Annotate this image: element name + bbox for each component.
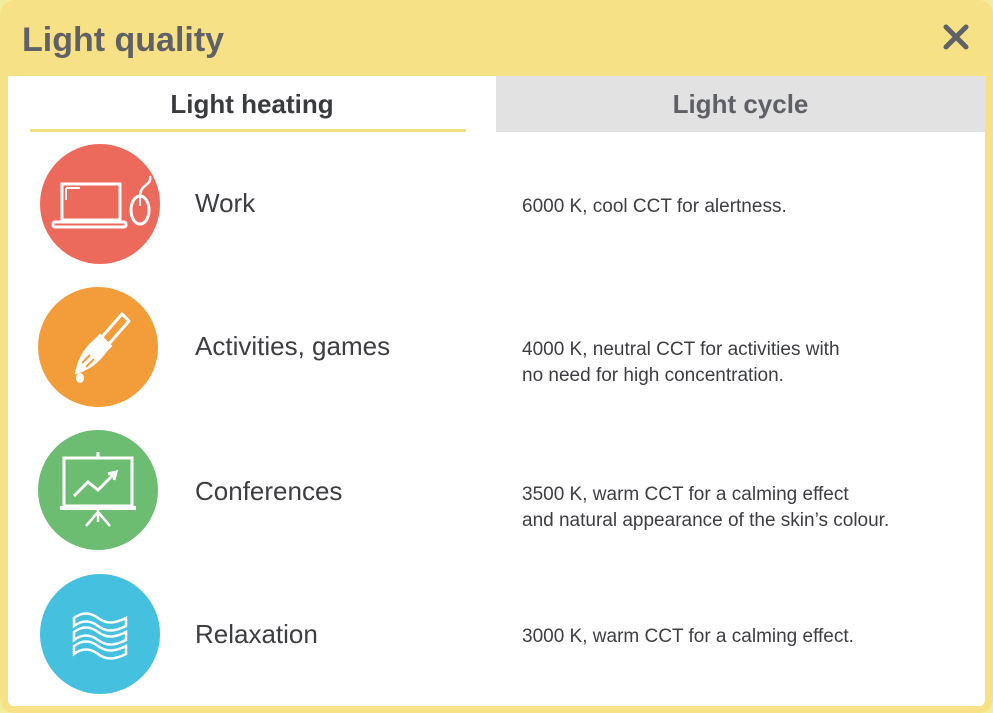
row-description: 3500 K, warm CCT for a calming effect an… (522, 482, 972, 534)
row-description: 3000 K, warm CCT for a calming effect. (522, 624, 972, 650)
tab-light-heating[interactable]: Light heating (8, 76, 496, 132)
close-button[interactable] (939, 20, 973, 54)
tab-label: Light heating (170, 88, 334, 119)
paintbrush-icon (74, 312, 131, 383)
row-label: Conferences (195, 476, 343, 506)
description-line: 6000 K, cool CCT for alertness. (522, 196, 787, 217)
tab-label: Light cycle (672, 88, 809, 119)
presentation-chart-icon (60, 452, 136, 527)
row-description: 4000 K, neutral CCT for activities with … (522, 337, 972, 389)
row-label: Relaxation (195, 619, 318, 649)
row-label: Activities, games (195, 331, 391, 361)
description-line: no need for high concentration. (522, 365, 784, 386)
description-line: 4000 K, neutral CCT for activities with (522, 339, 840, 360)
close-icon (943, 24, 969, 50)
conferences-icon-circle (38, 430, 158, 550)
active-tab-underline (30, 129, 466, 132)
row-label: Work (195, 188, 256, 218)
work-icon-circle (40, 144, 160, 264)
description-line: 3000 K, warm CCT for a calming effect. (522, 626, 854, 647)
content-panel: Light heating Light cycle Work 6000 K, c… (8, 76, 985, 706)
description-line: 3500 K, warm CCT for a calming effect (522, 484, 849, 505)
list-item-conferences: Conferences 3500 K, warm CCT for a calmi… (8, 430, 985, 554)
laptop-mouse-icon (51, 175, 152, 229)
waves-icon (72, 612, 128, 660)
list-item-relaxation: Relaxation 3000 K, warm CCT for a calmin… (8, 574, 985, 698)
tab-light-cycle[interactable]: Light cycle (496, 76, 985, 132)
activities-icon-circle (38, 287, 158, 407)
row-description: 6000 K, cool CCT for alertness. (522, 194, 972, 220)
dialog-title: Light quality (22, 21, 225, 59)
relaxation-icon-circle (40, 574, 160, 694)
list-item-work: Work 6000 K, cool CCT for alertness. (8, 144, 985, 268)
list-item-activities-games: Activities, games 4000 K, neutral CCT fo… (8, 287, 985, 411)
description-line: and natural appearance of the skin’s col… (522, 510, 890, 531)
